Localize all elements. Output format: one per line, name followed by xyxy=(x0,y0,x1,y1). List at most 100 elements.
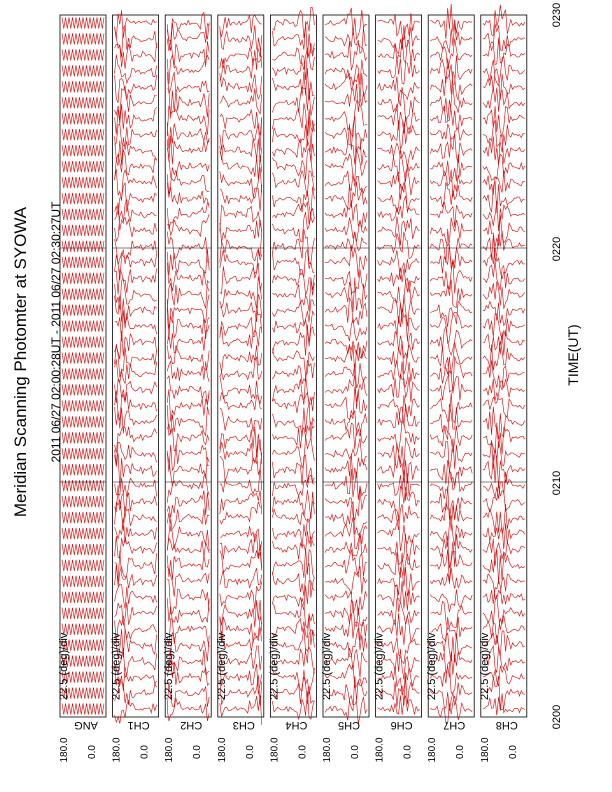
panel-scale-label: 22.5 (deg)/div xyxy=(216,632,228,700)
y-min-label: 0.0 xyxy=(455,745,466,759)
panel-ch3: 22.5 (deg)/div CH3 180.0 0.0 xyxy=(216,14,265,763)
trace-line xyxy=(272,147,315,180)
trace-line xyxy=(272,518,315,549)
trace-line xyxy=(482,573,525,600)
trace-line xyxy=(324,344,368,375)
trace-line xyxy=(114,330,157,360)
trace-line xyxy=(324,488,368,521)
trace-line xyxy=(219,309,263,338)
trace-line xyxy=(219,88,263,115)
trace-line xyxy=(166,262,210,292)
trace-line xyxy=(166,473,210,503)
trace-line xyxy=(166,555,210,580)
chart-subtitle: 2011 06/27 02:00:28UT - 2011 06/27 02:30… xyxy=(49,201,63,463)
trace-line xyxy=(324,647,368,678)
trace-line xyxy=(61,144,105,157)
x-tick-label: 0200 xyxy=(551,705,563,729)
trace-line xyxy=(114,378,157,404)
trace-line xyxy=(61,17,105,29)
trace-line xyxy=(61,703,105,715)
trace-line xyxy=(429,486,473,521)
trace-line xyxy=(219,249,263,279)
trace-line xyxy=(114,583,157,609)
trace-line xyxy=(166,22,210,51)
trace-line xyxy=(430,23,473,54)
trace-line xyxy=(429,279,473,309)
trace-line xyxy=(324,387,368,421)
trace-line xyxy=(324,374,368,409)
y-max-label: 180.0 xyxy=(322,737,333,762)
trace-line xyxy=(324,628,368,658)
trace-line xyxy=(61,208,105,221)
trace-line xyxy=(61,65,105,77)
y-min-label: 0.0 xyxy=(350,745,361,759)
trace-line xyxy=(61,607,105,619)
trace-line xyxy=(430,616,473,643)
trace-line xyxy=(482,230,525,262)
panel-ang: 22.5 (deg)/div ANG 180.0 0.0 xyxy=(58,14,107,763)
trace-line xyxy=(324,83,368,113)
trace-line xyxy=(167,214,210,238)
trace-line xyxy=(219,627,263,652)
trace-line xyxy=(219,25,263,57)
trace-line xyxy=(482,439,525,470)
trace-line xyxy=(114,42,157,69)
trace-line xyxy=(377,294,420,327)
trace-line xyxy=(377,37,420,64)
trace-line xyxy=(61,655,105,667)
trace-line xyxy=(482,120,525,153)
trace-line xyxy=(324,438,368,466)
trace-line xyxy=(166,518,210,551)
trace-line xyxy=(61,464,105,476)
trace-line xyxy=(482,153,526,181)
trace-line xyxy=(324,676,368,712)
trace-line xyxy=(429,84,473,121)
trace-line xyxy=(324,339,368,359)
y-min-label: 0.0 xyxy=(297,745,308,759)
trace-line xyxy=(324,100,368,137)
trace-line xyxy=(61,384,105,396)
panel-ch1: 22.5 (deg)/div CH1 180.0 0.0 xyxy=(111,10,159,763)
trace-line xyxy=(429,38,473,70)
trace-line xyxy=(219,568,263,589)
panel-frame xyxy=(112,14,159,718)
trace-line xyxy=(377,25,420,55)
trace-line xyxy=(272,278,315,312)
trace-line xyxy=(219,645,263,671)
trace-line xyxy=(219,356,263,381)
trace-line xyxy=(114,662,157,691)
y-min-label: 0.0 xyxy=(508,745,519,759)
trace-line xyxy=(430,3,473,40)
trace-line xyxy=(219,167,263,199)
trace-line xyxy=(114,407,157,434)
trace-line xyxy=(482,37,526,65)
trace-line xyxy=(377,267,420,293)
trace-line xyxy=(114,517,157,544)
trace-line xyxy=(219,117,263,151)
trace-line xyxy=(324,590,368,616)
trace-line xyxy=(166,135,210,165)
panel-channel-label: CH6 xyxy=(391,719,413,731)
trace-line xyxy=(114,199,157,231)
trace-line xyxy=(61,368,105,380)
x-tick-label: 0210 xyxy=(551,471,563,495)
trace-line xyxy=(325,566,368,595)
panel-scale-label: 22.5 (deg)/div xyxy=(111,632,123,700)
trace-line xyxy=(61,192,105,205)
trace-line xyxy=(377,195,420,222)
trace-line xyxy=(61,591,105,603)
panel-frame xyxy=(59,14,107,718)
trace-line xyxy=(219,73,263,100)
trace-line xyxy=(377,76,420,101)
trace-line xyxy=(166,453,210,487)
trace-line xyxy=(482,675,525,711)
y-max-label: 180.0 xyxy=(269,737,280,762)
panel-ch8: 22.5 (deg)/div CH8 180.0 0.0 xyxy=(479,4,528,763)
trace-line xyxy=(219,599,263,632)
trace-line xyxy=(272,613,315,646)
trace-line xyxy=(114,54,157,85)
panel-frame xyxy=(217,14,265,718)
y-max-label: 180.0 xyxy=(164,737,175,762)
trace-line xyxy=(114,628,157,658)
trace-line xyxy=(61,432,105,444)
